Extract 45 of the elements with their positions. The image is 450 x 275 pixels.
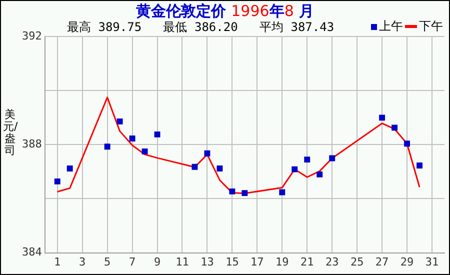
y-tick-label: 384: [22, 246, 42, 259]
point: [54, 178, 60, 184]
point: [304, 156, 310, 163]
x-tick-label: 21: [300, 255, 314, 268]
x-tick-label: 9: [154, 255, 161, 268]
point: [379, 114, 386, 121]
point: [292, 166, 298, 172]
x-tick-label: 27: [375, 255, 389, 268]
point: [129, 136, 136, 142]
x-tick-label: 15: [226, 255, 239, 268]
point: [392, 124, 398, 131]
point: [116, 118, 123, 124]
legend-label: 下午: [419, 18, 443, 35]
y-axis-title: 美元/盎司: [3, 108, 18, 157]
y-tick-label: 392: [22, 29, 42, 42]
point: [242, 190, 248, 196]
y-tick-label: 388: [22, 138, 42, 151]
x-tick-label: 23: [325, 255, 339, 268]
x-tick-label: 7: [128, 255, 136, 268]
chart-title: 黄金伦敦定价 1996年8 月: [136, 2, 314, 20]
point: [142, 148, 148, 154]
point: [192, 164, 198, 170]
x-tick-label: 29: [400, 255, 414, 268]
x-tick-label: 5: [104, 255, 111, 268]
point: [229, 188, 236, 194]
point: [316, 171, 323, 178]
x-tick-label: 11: [176, 255, 189, 268]
x-tick-label: 3: [79, 255, 86, 268]
point: [204, 150, 210, 156]
point: [154, 131, 160, 138]
point: [416, 162, 422, 168]
x-tick-label: 17: [250, 255, 264, 268]
point: [329, 155, 336, 162]
x-tick-label: 1: [54, 255, 61, 268]
point: [66, 166, 73, 172]
point: [216, 166, 223, 172]
x-tick-label: 31: [425, 255, 439, 268]
x-tick-label: 13: [200, 255, 214, 268]
x-tick-label: 19: [276, 255, 289, 268]
point: [104, 144, 110, 150]
point: [404, 140, 410, 147]
point: [279, 189, 286, 196]
legend-label: 上午: [379, 18, 403, 35]
x-tick-label: 25: [350, 255, 364, 268]
chart-subtitle: 最高 389.75 最低 386.20 平均 387.43: [67, 19, 334, 36]
